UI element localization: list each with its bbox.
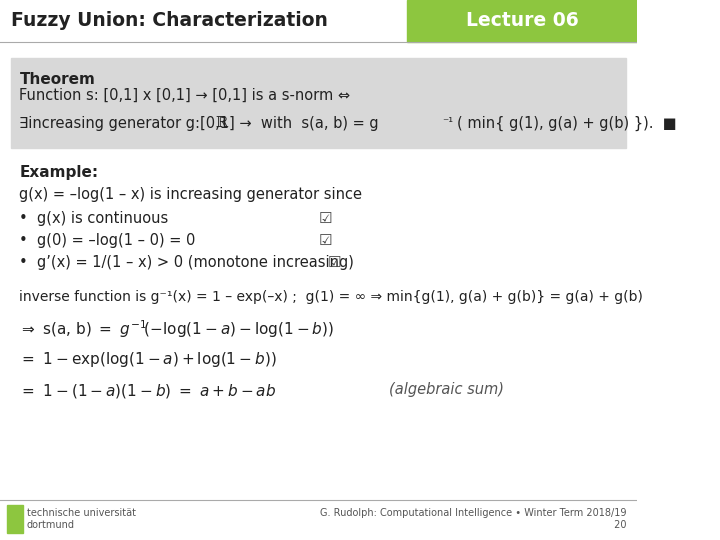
Text: G. Rudolph: Computational Intelligence • Winter Term 2018/19
                   : G. Rudolph: Computational Intelligence •…: [320, 508, 626, 530]
Bar: [407, 0, 637, 42]
Text: ∃increasing generator g:[0,1] →  with  s(a, b) = g: ∃increasing generator g:[0,1] → with s(a…: [19, 116, 379, 131]
Text: ☑: ☑: [318, 233, 332, 248]
Text: •  g(x) is continuous: • g(x) is continuous: [19, 211, 168, 226]
Text: ℝ: ℝ: [215, 116, 227, 130]
Text: Lecture 06: Lecture 06: [466, 11, 578, 30]
Text: technische universität
dortmund: technische universität dortmund: [27, 508, 135, 530]
Text: ( min{ g(1), g(a) + g(b) }).  ■: ( min{ g(1), g(a) + g(b) }). ■: [457, 116, 677, 131]
Text: ☑: ☑: [328, 255, 341, 270]
Text: •  g(0) = –log(1 – 0) = 0: • g(0) = –log(1 – 0) = 0: [19, 233, 196, 248]
Text: $= \ 1 - \exp\!\left(\log(1-a) + \log(1-b)\right)$: $= \ 1 - \exp\!\left(\log(1-a) + \log(1-…: [19, 350, 277, 369]
Text: Fuzzy Union: Characterization: Fuzzy Union: Characterization: [11, 11, 328, 30]
Bar: [7, 505, 23, 533]
Bar: [0, 0, 407, 42]
Text: g(x) = –log(1 – x) is increasing generator since: g(x) = –log(1 – x) is increasing generat…: [19, 187, 362, 202]
Text: inverse function is g⁻¹(x) = 1 – exp(–x) ;  g(1) = ∞ ⇒ min{g(1), g(a) + g(b)} = : inverse function is g⁻¹(x) = 1 – exp(–x)…: [19, 290, 644, 304]
Text: Example:: Example:: [19, 165, 99, 180]
Text: Theorem: Theorem: [19, 72, 95, 87]
Text: ☑: ☑: [318, 211, 332, 226]
Text: •  g’(x) = 1/(1 – x) > 0 (monotone increasing): • g’(x) = 1/(1 – x) > 0 (monotone increa…: [19, 255, 354, 270]
Text: (algebraic sum): (algebraic sum): [390, 382, 504, 397]
Bar: [11, 58, 626, 148]
Text: ⁻¹: ⁻¹: [442, 116, 454, 129]
Text: Function s: [0,1] x [0,1] → [0,1] is a s-norm ⇔: Function s: [0,1] x [0,1] → [0,1] is a s…: [19, 88, 351, 103]
Text: $= \ 1 - (1-a)(1-b) \ = \ a + b - ab$: $= \ 1 - (1-a)(1-b) \ = \ a + b - ab$: [19, 382, 276, 400]
Text: $\Rightarrow$ s(a, b) $= \ g^{-1}\!\left(-\log(1-a) - \log(1-b)\right)$: $\Rightarrow$ s(a, b) $= \ g^{-1}\!\left…: [19, 318, 334, 340]
